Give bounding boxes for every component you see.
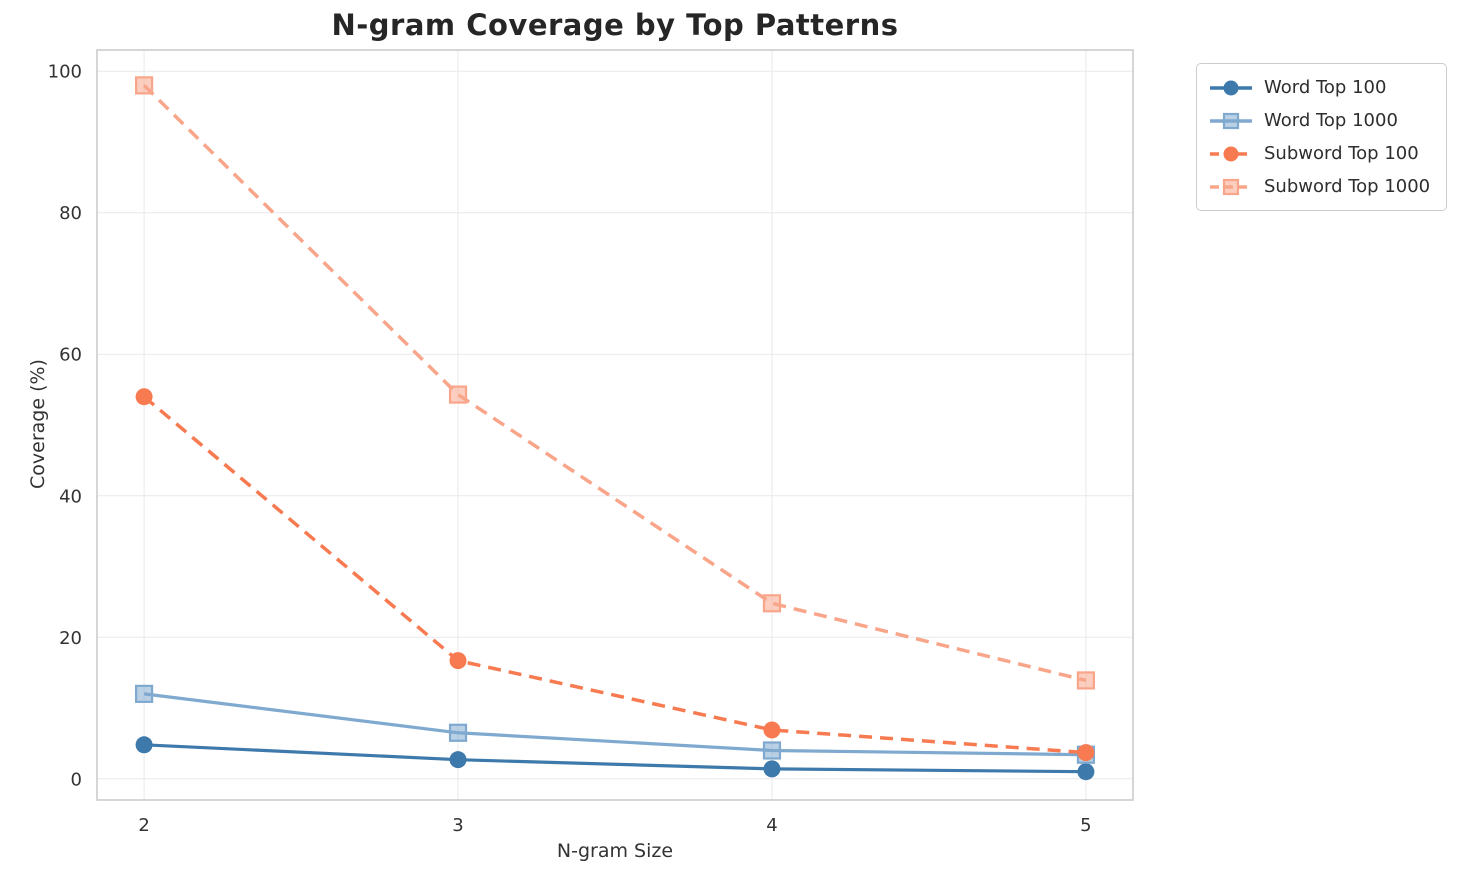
marker-square [762,594,782,613]
chart-title: N-gram Coverage by Top Patterns [331,8,899,42]
marker-square [1222,112,1240,129]
y-tick-label: 0 [71,769,82,790]
marker-circle [449,751,467,769]
marker-circle [135,388,153,406]
legend-item-subword-top-1000: Subword Top 1000 [1208,172,1430,201]
y-axis-label: Coverage (%) [27,359,49,489]
x-tick-label: 5 [1080,815,1091,836]
y-tick-label: 100 [48,62,82,83]
y-tick-label: 80 [59,203,82,224]
legend-sample-solid-line-circle-icon [1210,80,1252,95]
legend: Word Top 100 Word Top 1000 Subword Top 100… [1196,63,1448,211]
legend-item-subword-top-100: Subword Top 100 [1208,139,1430,168]
x-tick-label: 2 [138,815,149,836]
series-word-top-1000 [134,684,1096,764]
series-line-subword-top-1000 [142,84,1087,683]
marker-circle [449,652,467,670]
series-subword-top-100 [135,388,1095,762]
legend-sample-dashed-line-circle-icon [1210,146,1252,161]
plot-border [96,49,1134,801]
marker-square [762,741,782,760]
legend-label: Word Top 1000 [1264,110,1398,131]
marker-circle [1077,763,1095,781]
series-word-top-100 [135,736,1095,781]
series-line-word-top-1000 [143,692,1086,757]
marker-circle [1223,146,1239,161]
marker-circle [135,736,153,754]
x-tick-label: 4 [766,815,777,836]
legend-label: Word Top 100 [1264,77,1387,98]
series-line-subword-top-100 [142,395,1087,755]
x-axis-label: N-gram Size [556,840,674,862]
legend-sample-solid-line-square-icon [1210,112,1252,129]
marker-square [448,723,468,742]
x-tick-label: 3 [452,815,463,836]
series-line-word-top-100 [144,743,1086,774]
marker-square [448,385,468,404]
legend-label: Subword Top 1000 [1264,176,1431,197]
marker-square [1222,178,1240,195]
marker-circle [1077,744,1095,762]
y-tick-label: 60 [59,345,82,366]
marker-circle [763,760,781,778]
y-tick-label: 20 [59,628,82,649]
legend-sample-dashed-line-square-icon [1210,178,1252,195]
marker-circle [1223,80,1239,95]
legend-item-word-top-1000: Word Top 1000 [1208,106,1430,135]
marker-square [1076,671,1096,690]
legend-item-word-top-100: Word Top 100 [1208,73,1430,102]
marker-square [134,76,154,95]
legend-label: Subword Top 100 [1264,143,1419,164]
marker-circle [763,721,781,739]
series-subword-top-1000 [134,76,1096,690]
marker-square [134,684,154,703]
y-tick-label: 40 [59,486,82,507]
